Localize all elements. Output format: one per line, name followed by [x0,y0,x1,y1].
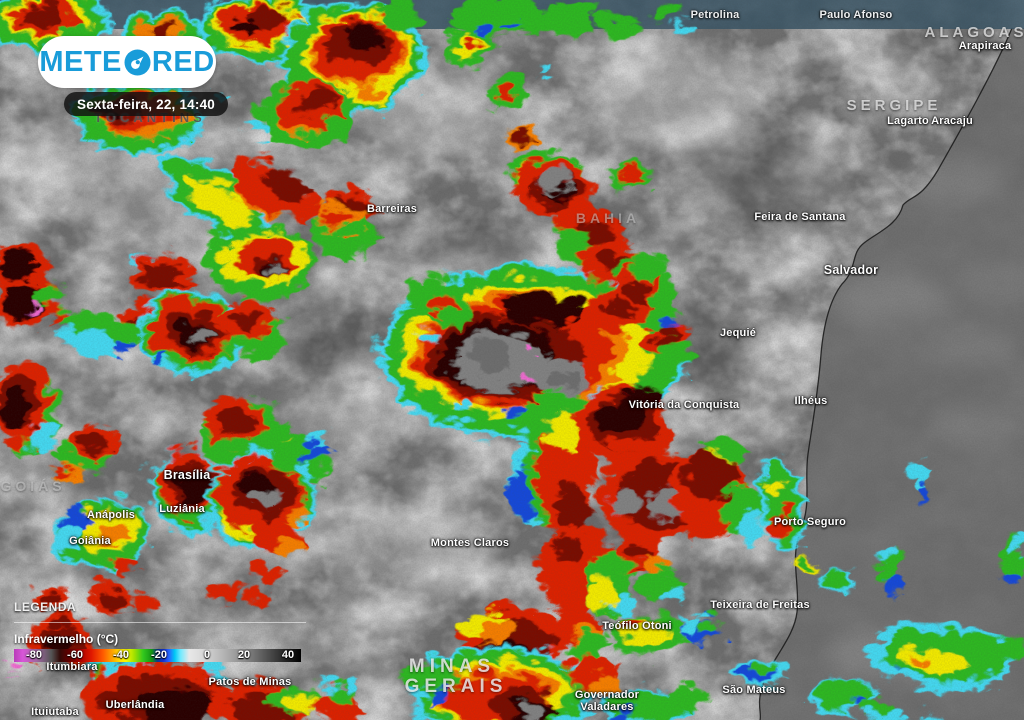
timestamp-badge: Sexta-feira, 22, 14:40 [64,92,228,116]
legend-tick: -20 [151,649,167,661]
legend-title: LEGENDA [14,600,77,614]
meteored-compass-icon [124,49,151,75]
timestamp-text: Sexta-feira, 22, 14:40 [77,96,215,112]
legend-scale-label: Infravermelho (°C) [14,632,119,646]
meteored-logo-text: METE RED [39,46,214,79]
legend-tick: 20 [237,649,251,661]
legend: LEGENDA Infravermelho (°C) -80 -60 -40 -20 0… [14,600,314,662]
logo-text-left: METE [39,45,122,78]
legend-tick: 0 [203,649,211,661]
meteored-logo: METE RED [38,36,216,88]
logo-text-right: RED [151,45,215,78]
legend-tick: -60 [67,649,83,661]
infrared-color-scale: -80 -60 -40 -20 0 20 40 [14,649,301,662]
legend-tick: -80 [26,649,42,661]
legend-divider [14,622,306,623]
legend-tick: 40 [281,649,295,661]
legend-tick: -40 [113,649,129,661]
